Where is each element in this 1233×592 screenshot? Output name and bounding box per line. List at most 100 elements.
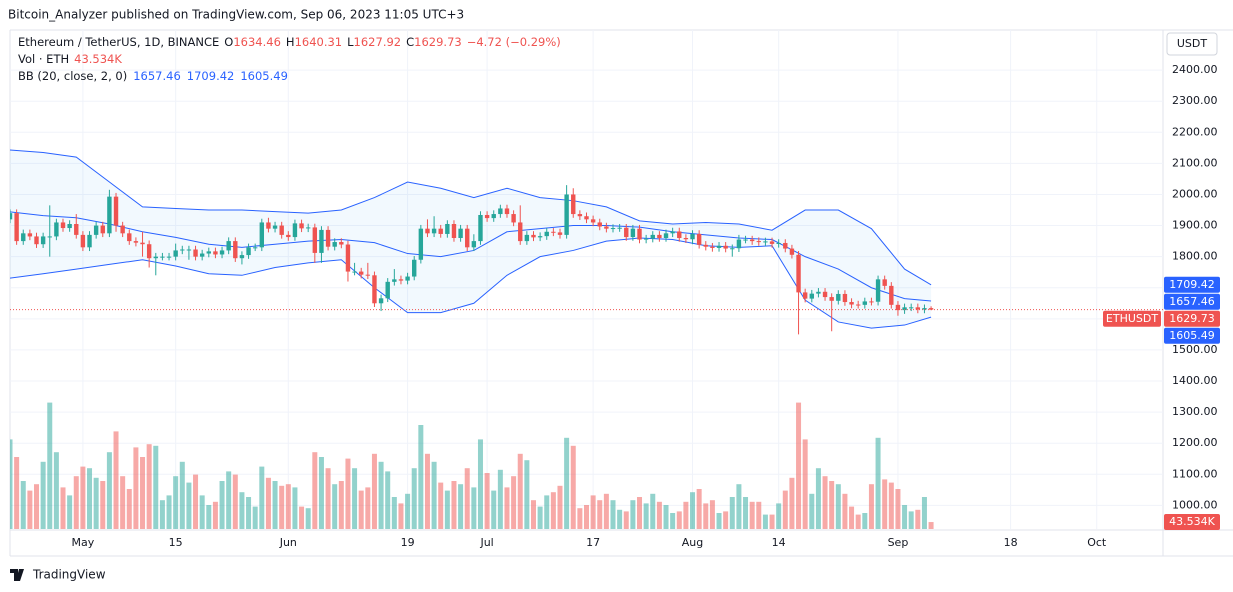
candle — [266, 217, 271, 233]
candle-body — [783, 242, 788, 249]
candle-body — [266, 222, 271, 229]
volume-bar — [352, 468, 358, 529]
candle — [451, 220, 457, 242]
volume-bar — [338, 481, 344, 529]
candle-body — [657, 234, 662, 238]
candle-body — [458, 228, 463, 238]
candle — [836, 290, 841, 305]
candle — [610, 224, 616, 233]
candle-body — [372, 275, 377, 304]
candle-body — [418, 228, 424, 260]
candle — [438, 224, 443, 238]
candle-body — [478, 214, 483, 242]
candle-body — [491, 214, 496, 219]
candle-body — [352, 271, 357, 273]
candle — [47, 205, 52, 257]
volume-bar — [597, 500, 603, 529]
price-tag-label: 1657.46 — [1169, 295, 1215, 308]
candle — [498, 204, 503, 218]
x-tick-label: 18 — [1004, 536, 1018, 549]
candle-body — [107, 196, 112, 234]
candle-body — [902, 307, 907, 311]
legend-item: L — [347, 35, 354, 49]
candle-body — [10, 213, 13, 220]
volume-bar — [729, 497, 735, 529]
candle-body — [21, 233, 26, 242]
candle-body — [855, 304, 861, 306]
legend-item: −4.72 (−0.29%) — [467, 35, 561, 49]
volume-bar — [835, 484, 841, 529]
candle — [703, 241, 708, 251]
candle-body — [312, 227, 318, 253]
candle-body — [776, 242, 781, 244]
candle — [657, 231, 662, 242]
volume-bar — [570, 445, 576, 529]
y-tick-label: 1800.00 — [1172, 250, 1218, 263]
volume-bar — [696, 489, 702, 529]
volume-bar — [325, 468, 331, 529]
candle-body — [630, 228, 636, 238]
publisher-line: Bitcoin_Analyzer published on TradingVie… — [8, 8, 464, 22]
candle — [736, 234, 742, 252]
candle-body — [882, 279, 887, 286]
candle — [617, 224, 622, 232]
plot — [10, 30, 1163, 529]
candle-body — [465, 228, 470, 248]
candle-body — [922, 308, 927, 310]
candle-body — [345, 244, 351, 272]
volume-bar — [564, 437, 570, 529]
y-tick-label: 1000.00 — [1172, 498, 1218, 511]
candle — [504, 204, 510, 218]
candle — [597, 218, 602, 231]
candle-body — [100, 225, 105, 234]
volume-bar — [829, 481, 835, 529]
candle-body — [730, 248, 735, 250]
candle — [120, 221, 125, 238]
legend-item: 1605.49 — [240, 69, 288, 83]
volume-bar — [464, 468, 470, 529]
candle — [829, 293, 834, 332]
volume-bar — [902, 505, 908, 529]
candle — [252, 243, 258, 252]
ticker-tag-label: ETHUSDT — [1106, 312, 1158, 325]
volume-bar — [643, 503, 649, 529]
candle-body — [895, 304, 901, 311]
candle-body — [564, 194, 569, 235]
candle — [650, 231, 655, 243]
volume-bar — [73, 476, 79, 529]
volume-bar — [444, 490, 450, 529]
candle — [518, 205, 523, 245]
candle — [842, 290, 848, 306]
volume-bar — [703, 503, 709, 529]
candle-body — [875, 279, 881, 302]
candle-body — [27, 233, 33, 237]
candle — [140, 231, 145, 257]
candle — [425, 219, 430, 238]
currency-button[interactable] — [1166, 32, 1218, 56]
candle — [855, 300, 861, 309]
candle — [458, 224, 463, 242]
legend-item: 43.534K — [74, 52, 122, 66]
candle-body — [670, 231, 675, 234]
volume-bar — [709, 500, 715, 529]
candle-body — [590, 219, 596, 223]
candle — [352, 262, 357, 276]
candle — [246, 243, 251, 259]
volume-bar — [504, 487, 510, 529]
volume-bar — [60, 487, 66, 529]
bb-lower — [10, 237, 932, 329]
volume-bar — [292, 487, 298, 529]
candle — [889, 282, 894, 309]
logo-mark — [10, 569, 24, 581]
candle — [696, 230, 702, 249]
volume-bar — [53, 452, 59, 529]
volume-bar — [133, 447, 139, 529]
candle-body — [723, 245, 728, 249]
volume-bar — [47, 402, 53, 529]
candle-body — [305, 227, 311, 229]
candle — [683, 234, 689, 243]
candle — [849, 298, 854, 309]
volume-bar — [10, 439, 13, 529]
candle — [789, 244, 795, 259]
